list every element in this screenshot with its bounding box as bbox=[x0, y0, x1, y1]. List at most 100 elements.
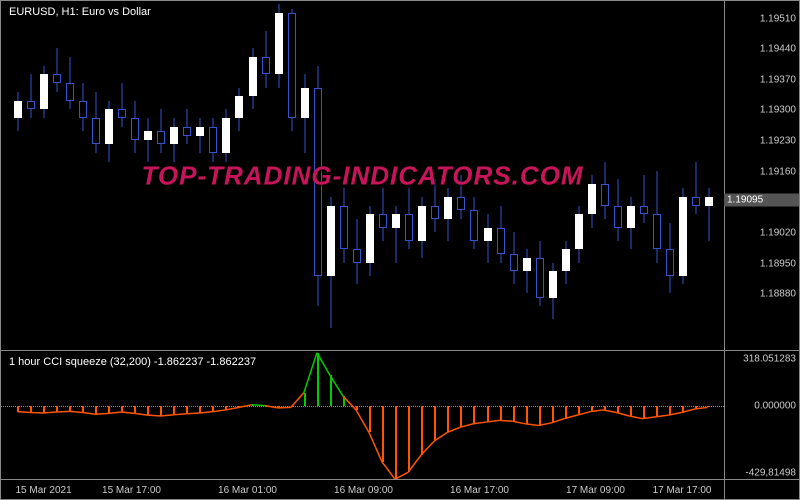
histogram-bar bbox=[695, 406, 697, 409]
histogram-bar bbox=[212, 406, 214, 411]
histogram-bar bbox=[356, 406, 358, 409]
candlestick bbox=[118, 0, 126, 350]
histogram-bar bbox=[160, 406, 162, 416]
current-price-marker: 1.19095 bbox=[724, 194, 799, 207]
histogram-bar bbox=[147, 406, 149, 415]
histogram-bar bbox=[95, 406, 97, 414]
indicator-chart-area[interactable]: 1 hour CCI squeeze (32,200) -1.862237 -1… bbox=[1, 351, 724, 481]
candlestick bbox=[692, 0, 700, 350]
histogram-bar bbox=[617, 406, 619, 412]
x-tick-label: 16 Mar 17:00 bbox=[450, 485, 509, 496]
histogram-bar bbox=[173, 406, 175, 414]
chart-title: EURUSD, H1: Euro vs Dollar bbox=[9, 6, 151, 18]
y-tick-label: 1.19020 bbox=[760, 227, 796, 238]
histogram-bar bbox=[500, 406, 502, 420]
candlestick bbox=[40, 0, 48, 350]
histogram-bar bbox=[682, 406, 684, 412]
watermark-text: TOP-TRADING-INDICATORS.COM bbox=[142, 160, 584, 191]
candlestick bbox=[53, 0, 61, 350]
y-tick-label: -429,81498 bbox=[745, 468, 796, 479]
histogram-bar bbox=[278, 406, 280, 407]
histogram-bar bbox=[225, 406, 227, 409]
candlestick bbox=[627, 0, 635, 350]
histogram-bar bbox=[447, 406, 449, 432]
histogram-bar bbox=[369, 406, 371, 432]
histogram-bar bbox=[539, 406, 541, 425]
main-chart-area[interactable]: EURUSD, H1: Euro vs Dollar TOP-TRADING-I… bbox=[1, 1, 724, 350]
histogram-bar bbox=[656, 406, 658, 416]
histogram-bar bbox=[643, 406, 645, 418]
indicator-line bbox=[1, 351, 724, 481]
x-tick-label: 16 Mar 09:00 bbox=[334, 485, 393, 496]
histogram-bar bbox=[69, 406, 71, 411]
histogram-bar bbox=[108, 406, 110, 413]
histogram-bar bbox=[565, 406, 567, 418]
y-tick-label: 1.18950 bbox=[760, 258, 796, 269]
main-y-axis: 1.19510 1.19440 1.19370 1.19300 1.19230 1.191… bbox=[724, 1, 799, 350]
histogram-bar bbox=[421, 406, 423, 455]
histogram-bar bbox=[487, 406, 489, 422]
histogram-bar bbox=[395, 406, 397, 479]
candlestick bbox=[640, 0, 648, 350]
y-tick-label: 1.19160 bbox=[760, 166, 796, 177]
histogram-bar bbox=[708, 406, 710, 407]
histogram-bar bbox=[121, 406, 123, 412]
x-tick-label: 15 Mar 17:00 bbox=[102, 485, 161, 496]
histogram-bar bbox=[291, 406, 293, 407]
histogram-bar bbox=[134, 406, 136, 413]
chart-container: EURUSD, H1: Euro vs Dollar TOP-TRADING-I… bbox=[0, 0, 800, 500]
histogram-bar bbox=[630, 406, 632, 416]
y-tick-label: 1.19230 bbox=[760, 136, 796, 147]
candlestick bbox=[679, 0, 687, 350]
candlestick bbox=[79, 0, 87, 350]
histogram-bar bbox=[30, 406, 32, 412]
histogram-bar bbox=[434, 406, 436, 441]
indicator-title: 1 hour CCI squeeze (32,200) -1.862237 -1… bbox=[9, 356, 256, 368]
x-tick-label: 16 Mar 01:00 bbox=[218, 485, 277, 496]
y-tick-label: 1.19300 bbox=[760, 105, 796, 116]
histogram-bar bbox=[186, 406, 188, 413]
main-price-panel[interactable]: EURUSD, H1: Euro vs Dollar TOP-TRADING-I… bbox=[1, 1, 799, 351]
x-tick-label: 17 Mar 17:00 bbox=[653, 485, 712, 496]
time-axis: 15 Mar 2021 15 Mar 17:00 16 Mar 01:00 16 Ma… bbox=[1, 479, 799, 499]
y-tick-label: 318.051283 bbox=[743, 354, 796, 365]
histogram-bar bbox=[265, 406, 267, 407]
histogram-bar bbox=[56, 406, 58, 412]
candlestick bbox=[588, 0, 596, 350]
histogram-bar bbox=[578, 406, 580, 415]
histogram-bar bbox=[513, 406, 515, 421]
histogram-bar bbox=[330, 375, 332, 406]
histogram-bar bbox=[473, 406, 475, 423]
candlestick bbox=[105, 0, 113, 350]
y-tick-label: 1.19440 bbox=[760, 44, 796, 55]
y-tick-label: 1.19370 bbox=[760, 74, 796, 85]
candlestick bbox=[601, 0, 609, 350]
histogram-bar bbox=[604, 406, 606, 409]
y-tick-label: 1.18880 bbox=[760, 289, 796, 300]
histogram-bar bbox=[460, 406, 462, 427]
candlestick bbox=[14, 0, 22, 350]
candlestick bbox=[666, 0, 674, 350]
y-tick-label: 1.19510 bbox=[760, 13, 796, 24]
indicator-y-axis: 318.0512830.000000-429,81498 bbox=[724, 351, 799, 481]
histogram-bar bbox=[304, 393, 306, 407]
histogram-bar bbox=[82, 406, 84, 412]
candlestick bbox=[92, 0, 100, 350]
histogram-bar bbox=[238, 406, 240, 407]
histogram-bar bbox=[252, 405, 254, 407]
x-tick-label: 15 Mar 2021 bbox=[16, 485, 72, 496]
histogram-bar bbox=[526, 406, 528, 423]
candlestick bbox=[653, 0, 661, 350]
histogram-bar bbox=[408, 406, 410, 472]
histogram-bar bbox=[43, 406, 45, 413]
histogram-bar bbox=[17, 406, 19, 411]
histogram-bar bbox=[317, 353, 319, 407]
candlestick bbox=[27, 0, 35, 350]
histogram-bar bbox=[382, 406, 384, 461]
histogram-bar bbox=[552, 406, 554, 422]
histogram-bar bbox=[343, 396, 345, 406]
candlestick bbox=[131, 0, 139, 350]
histogram-bar bbox=[591, 406, 593, 411]
histogram-bar bbox=[199, 406, 201, 413]
indicator-panel[interactable]: 1 hour CCI squeeze (32,200) -1.862237 -1… bbox=[1, 351, 799, 481]
